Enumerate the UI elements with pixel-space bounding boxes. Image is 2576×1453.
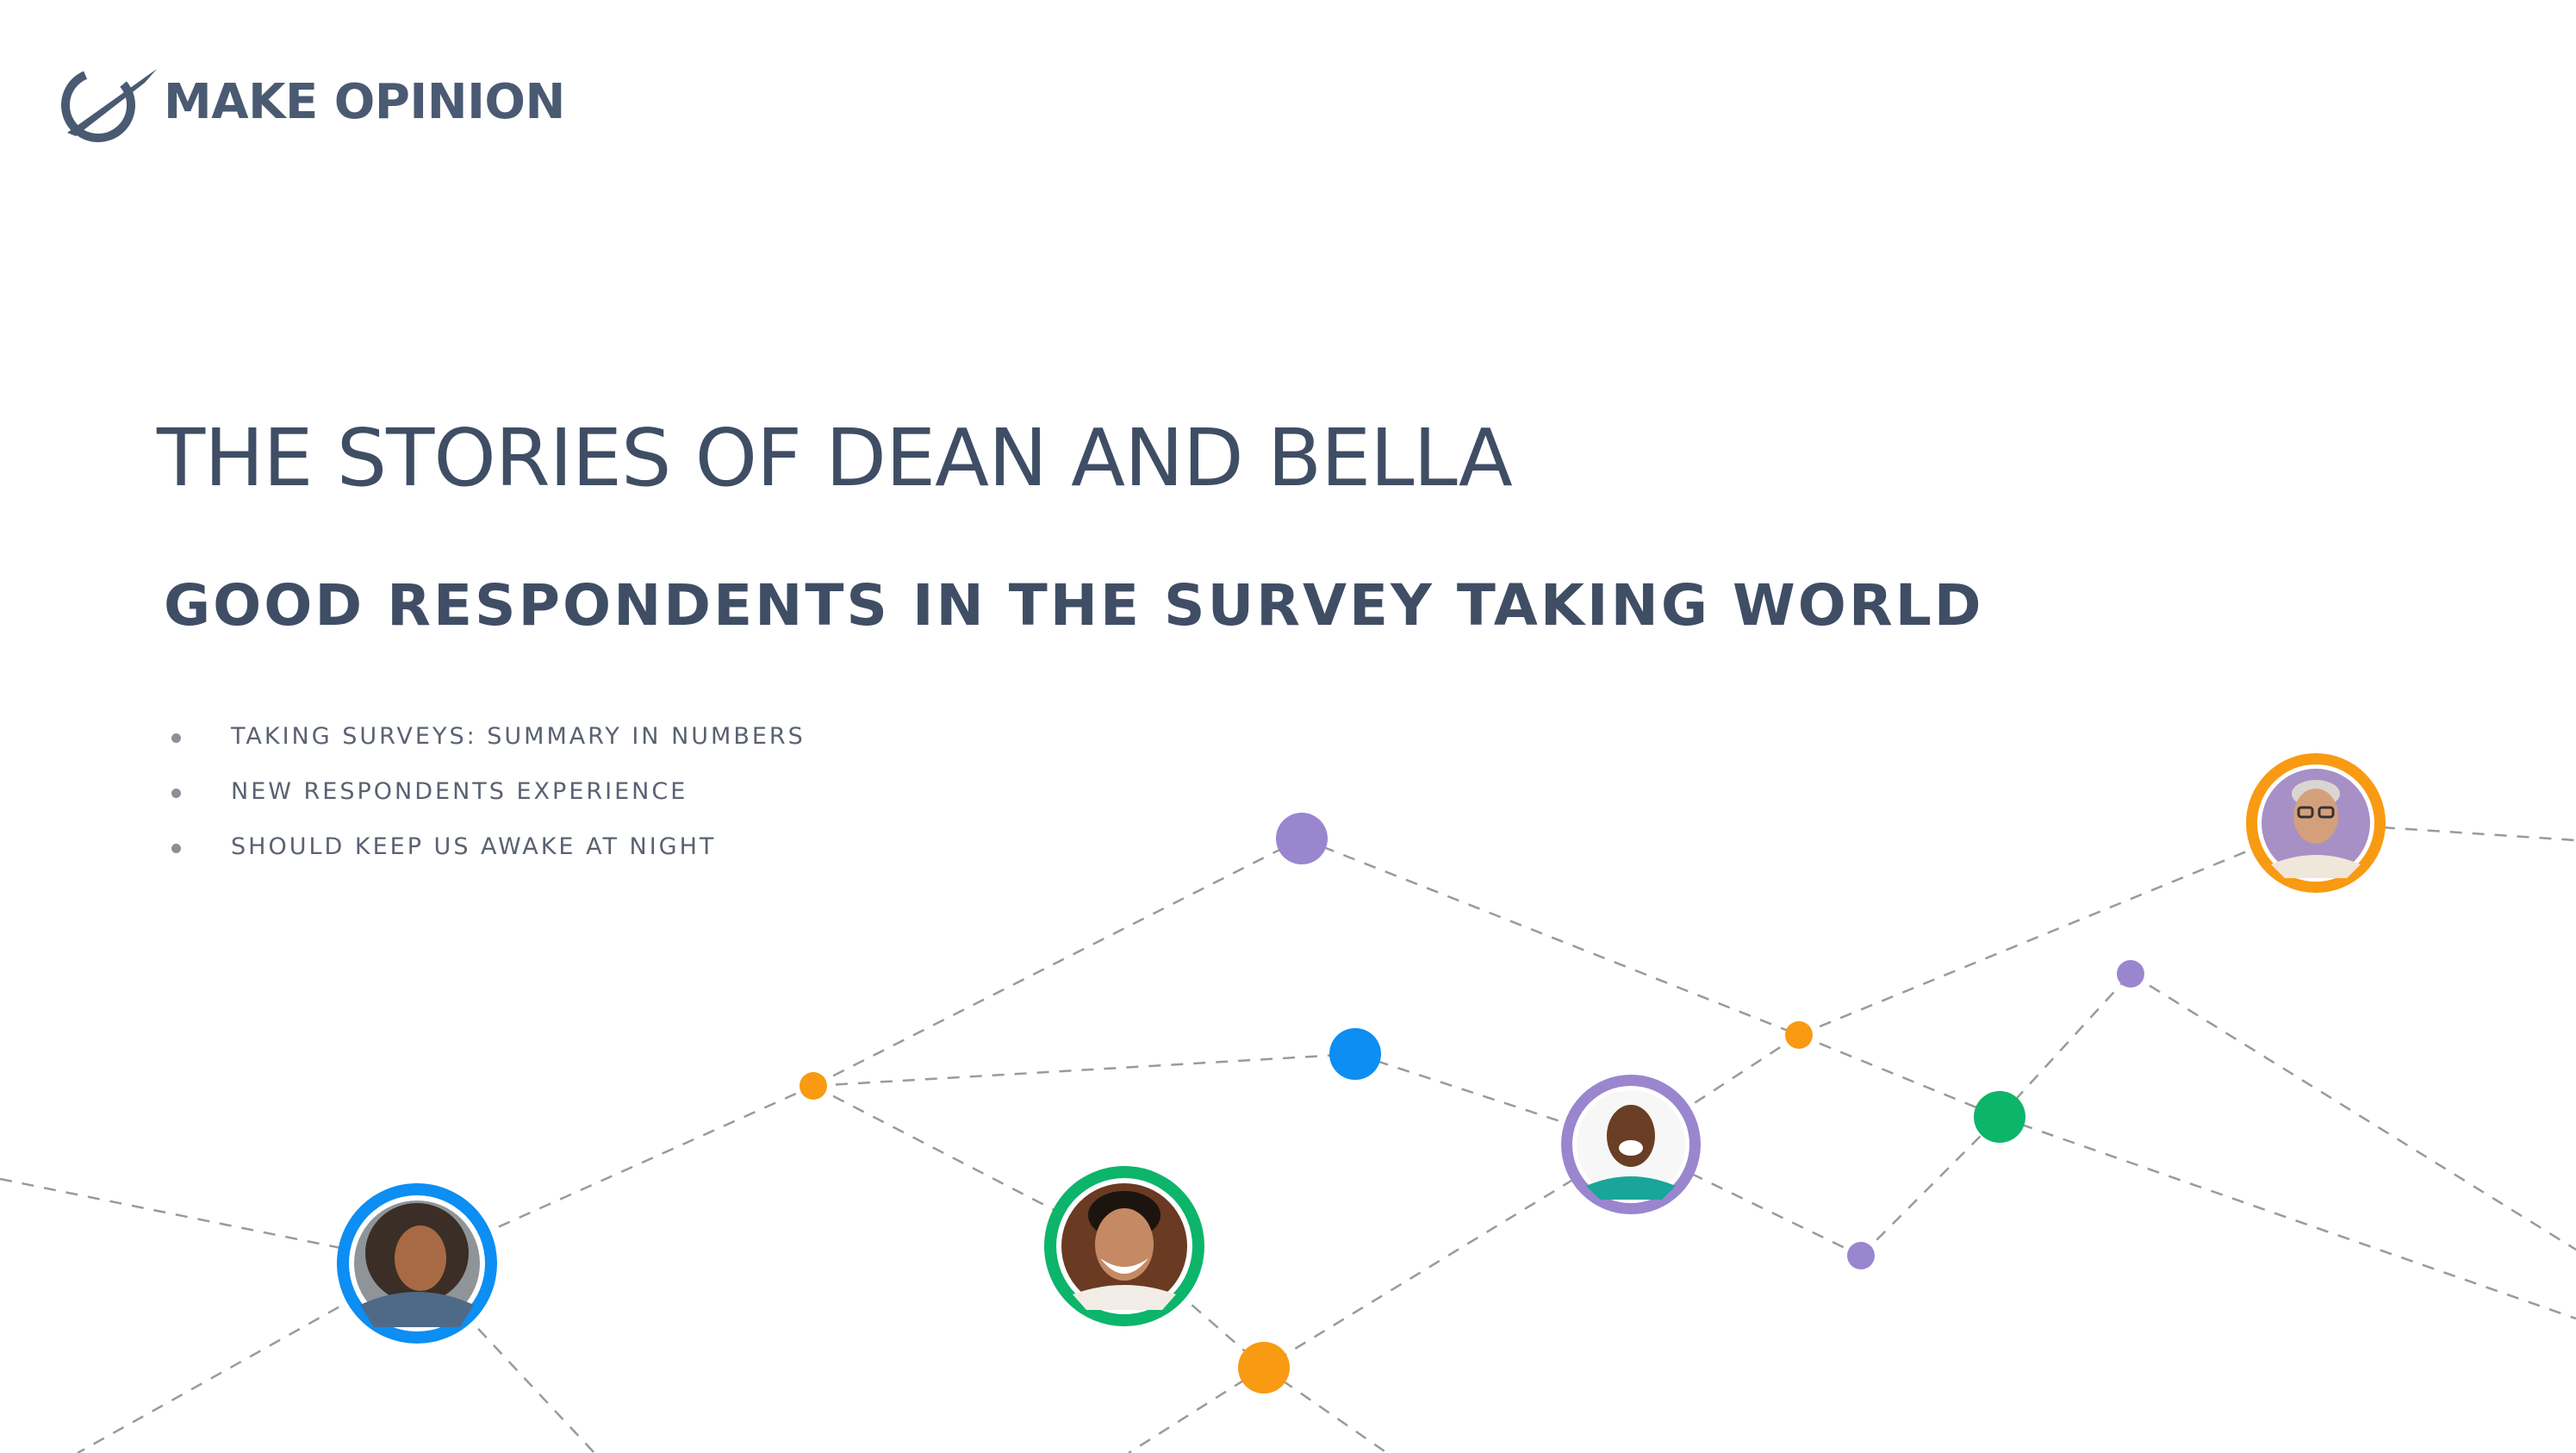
network-dot-orange	[1238, 1342, 1290, 1394]
network-dot-orange	[800, 1072, 827, 1100]
agenda-list: TAKING SURVEYS: SUMMARY IN NUMBERS NEW R…	[164, 715, 806, 881]
avatar-older-man-glasses	[2246, 753, 2386, 893]
network-dot-purple	[1276, 813, 1328, 864]
network-dot-purple	[2117, 960, 2144, 988]
agenda-item: NEW RESPONDENTS EXPERIENCE	[164, 770, 806, 826]
network-dot-purple	[1847, 1242, 1875, 1269]
network-dot-blue	[1329, 1028, 1381, 1080]
page-subtitle: GOOD RESPONDENTS IN THE SURVEY TAKING WO…	[164, 572, 1984, 639]
network-dots	[800, 813, 2144, 1394]
brand-name: MAKE OPINION	[164, 73, 565, 130]
avatar-man-beard-smiling	[1044, 1166, 1204, 1326]
agenda-item: TAKING SURVEYS: SUMMARY IN NUMBERS	[164, 715, 806, 770]
agenda-item: SHOULD KEEP US AWAKE AT NIGHT	[164, 826, 806, 881]
avatar-man-bald-laughing	[1561, 1075, 1701, 1214]
brand: MAKE OPINION	[55, 57, 565, 147]
avatar-woman-curly-hair	[337, 1183, 497, 1344]
network-dot-orange	[1785, 1021, 1813, 1049]
connection-lines	[0, 821, 2576, 1453]
network-dot-green	[1974, 1091, 2025, 1143]
page-title: THE STORIES OF DEAN AND BELLA	[157, 412, 1513, 504]
satellite-orbit-logo-icon	[61, 68, 157, 142]
